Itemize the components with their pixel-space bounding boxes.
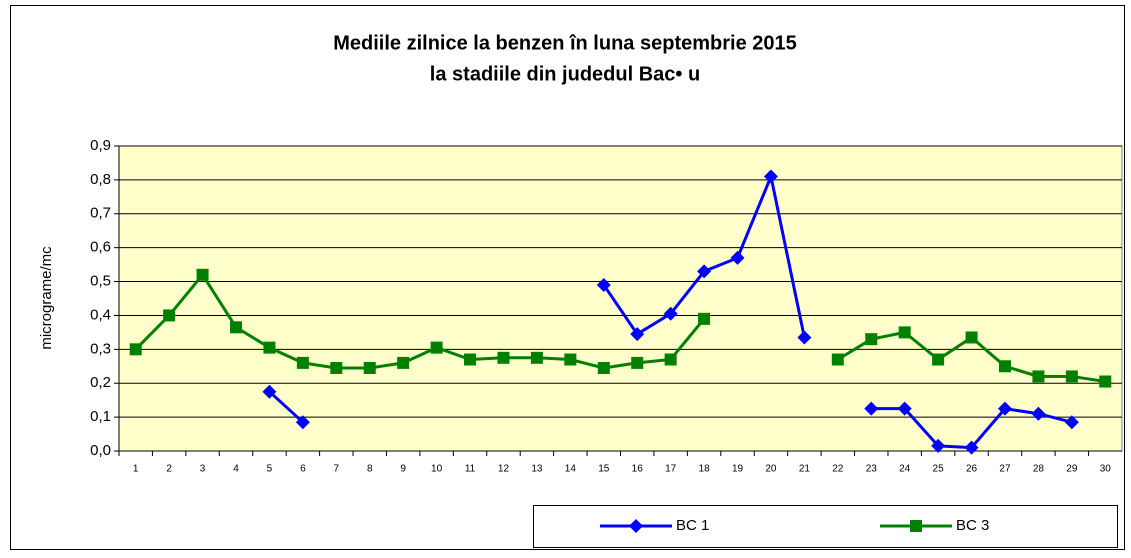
data-point	[697, 264, 712, 279]
data-point	[865, 333, 878, 346]
legend-label: BC 3	[956, 517, 989, 534]
x-tick-label: 9	[400, 464, 406, 475]
y-axis-label: micrograme/mc	[38, 246, 55, 350]
data-point	[932, 353, 945, 366]
x-tick-label: 13	[531, 464, 543, 475]
x-tick-label: 4	[233, 464, 239, 475]
y-tick-label: 0,9	[90, 137, 111, 154]
x-tick-label: 15	[598, 464, 610, 475]
x-tick-label: 12	[498, 464, 510, 475]
data-point	[931, 438, 946, 453]
data-point	[196, 268, 209, 281]
x-tick-label: 19	[732, 464, 744, 475]
data-point	[965, 331, 978, 344]
x-tick-label: 30	[1100, 464, 1112, 475]
x-tick-label: 10	[431, 464, 443, 475]
x-tick-label: 23	[866, 464, 878, 475]
x-tick-label: 1	[133, 464, 139, 475]
data-point	[363, 361, 376, 374]
x-tick-label: 25	[933, 464, 945, 475]
data-point	[430, 341, 443, 354]
data-point	[664, 353, 677, 366]
data-point	[698, 312, 711, 325]
data-point	[1065, 370, 1078, 383]
plot-area	[118, 145, 1123, 452]
x-tick-label: 24	[899, 464, 911, 475]
data-point	[1032, 370, 1045, 383]
x-tick-label: 26	[966, 464, 978, 475]
legend-marker	[629, 519, 643, 533]
data-point	[464, 353, 477, 366]
x-tick-label: 8	[367, 464, 373, 475]
data-point	[330, 361, 343, 374]
data-point	[129, 343, 142, 356]
data-point	[1031, 406, 1046, 421]
y-tick-label: 0,4	[90, 306, 111, 323]
data-point	[397, 356, 410, 369]
x-tick-label: 28	[1033, 464, 1045, 475]
data-point	[663, 306, 678, 321]
x-tick-label: 27	[999, 464, 1011, 475]
data-point	[763, 169, 778, 184]
x-tick-label: 5	[267, 464, 273, 475]
y-tick-label: 0,5	[90, 273, 111, 290]
y-tick-label: 0,6	[90, 239, 111, 256]
data-point	[1064, 415, 1079, 430]
x-tick-label: 3	[200, 464, 206, 475]
chart-subtitle: la stadiile din judedul Bac• u	[430, 63, 700, 85]
data-point	[831, 353, 844, 366]
data-point	[262, 384, 277, 399]
x-tick-label: 2	[166, 464, 172, 475]
data-point	[230, 321, 243, 334]
x-tick-label: 6	[300, 464, 306, 475]
x-tick-label: 7	[334, 464, 340, 475]
data-point	[797, 330, 812, 345]
data-point	[497, 351, 510, 364]
x-tick-label: 20	[765, 464, 777, 475]
data-point	[730, 250, 745, 265]
data-point	[998, 360, 1011, 373]
data-point	[596, 277, 611, 292]
data-point	[898, 326, 911, 339]
y-tick-label: 0,2	[90, 374, 111, 391]
data-point	[964, 440, 979, 455]
data-point	[1099, 375, 1112, 388]
data-point	[564, 353, 577, 366]
data-point	[163, 309, 176, 322]
y-tick-label: 0,0	[90, 442, 111, 459]
x-tick-label: 29	[1066, 464, 1078, 475]
y-tick-label: 0,3	[90, 340, 111, 357]
chart-title: Mediile zilnice la benzen în luna septem…	[333, 32, 797, 54]
data-point	[597, 361, 610, 374]
data-point	[997, 401, 1012, 416]
data-point	[296, 356, 309, 369]
data-point	[631, 356, 644, 369]
data-point	[630, 327, 645, 342]
x-tick-label: 11	[465, 464, 476, 475]
x-tick-label: 17	[665, 464, 677, 475]
legend-label: BC 1	[676, 517, 709, 534]
y-tick-label: 0,7	[90, 205, 111, 222]
y-tick-label: 0,1	[90, 408, 111, 425]
data-point	[295, 415, 310, 430]
legend-marker	[910, 520, 922, 532]
x-tick-label: 18	[699, 464, 711, 475]
data-point	[864, 401, 879, 416]
x-tick-label: 22	[832, 464, 844, 475]
x-tick-label: 16	[632, 464, 644, 475]
y-tick-label: 0,8	[90, 171, 111, 188]
data-point	[897, 401, 912, 416]
x-tick-label: 14	[565, 464, 577, 475]
data-point	[263, 341, 276, 354]
x-tick-label: 21	[799, 464, 811, 475]
data-point	[530, 351, 543, 364]
